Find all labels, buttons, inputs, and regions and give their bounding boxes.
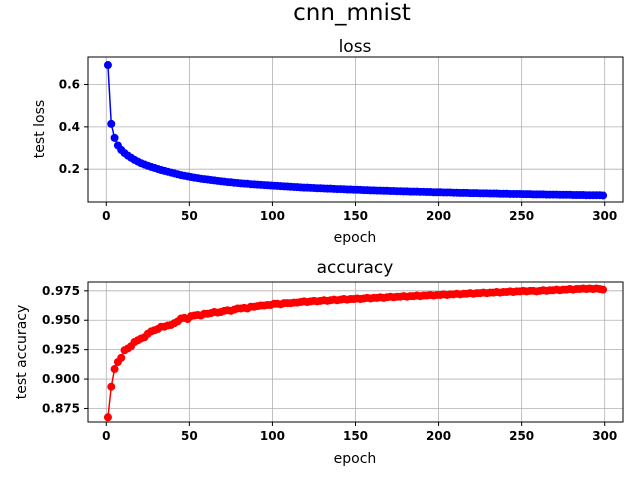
figure-title: cnn_mnist xyxy=(293,0,411,26)
accuracy-data-point xyxy=(103,413,112,422)
accuracy-y-tick-label: 0.900 xyxy=(42,372,80,386)
loss-x-tick-label: 300 xyxy=(592,209,617,223)
loss-data-point xyxy=(110,133,119,142)
accuracy-y-tick-label: 0.975 xyxy=(42,284,80,298)
loss-x-tick-label: 100 xyxy=(260,209,285,223)
accuracy-plot-title: accuracy xyxy=(317,258,394,278)
accuracy-y-tick-label: 0.925 xyxy=(42,343,80,357)
accuracy-data-point xyxy=(117,353,126,362)
accuracy-subplot: accuracy 0 50 100 150 200 250 300 0.875 0.900 0.9… xyxy=(14,258,624,467)
accuracy-x-tick-label: 200 xyxy=(426,429,451,443)
accuracy-y-tick-label: 0.875 xyxy=(42,401,80,415)
loss-subplot: loss 0 50 100 150 200 250 300 0.2 0.4 0.6 epoch t… xyxy=(32,37,624,246)
loss-x-tick-label: 250 xyxy=(509,209,534,223)
loss-y-tick-label: 0.2 xyxy=(59,162,80,176)
accuracy-series xyxy=(103,284,608,422)
accuracy-ticks: 0 50 100 150 200 250 300 0.875 0.900 0.925 0.950 0.… xyxy=(42,284,617,443)
loss-data-point xyxy=(103,61,112,70)
loss-data-point xyxy=(599,191,608,200)
accuracy-gridlines xyxy=(88,282,623,422)
loss-x-tick-label: 50 xyxy=(181,209,198,223)
accuracy-x-tick-label: 150 xyxy=(343,429,368,443)
accuracy-x-tick-label: 300 xyxy=(592,429,617,443)
accuracy-y-tick-label: 0.950 xyxy=(42,313,80,327)
loss-y-tick-label: 0.4 xyxy=(59,120,80,134)
loss-y-tick-label: 0.6 xyxy=(59,78,80,92)
loss-y-axis-label: test loss xyxy=(32,100,48,158)
accuracy-x-axis-label: epoch xyxy=(334,451,377,467)
loss-x-tick-label: 150 xyxy=(343,209,368,223)
accuracy-data-point xyxy=(110,365,119,374)
loss-ticks: 0 50 100 150 200 250 300 0.2 0.4 0.6 xyxy=(59,78,618,223)
accuracy-data-point xyxy=(599,285,608,294)
loss-data-point xyxy=(107,119,116,128)
loss-x-tick-label: 0 xyxy=(102,209,110,223)
accuracy-data-point xyxy=(107,382,116,391)
accuracy-x-tick-label: 250 xyxy=(509,429,534,443)
accuracy-y-axis-label: test accuracy xyxy=(14,305,30,400)
accuracy-x-tick-label: 50 xyxy=(181,429,198,443)
accuracy-x-tick-label: 100 xyxy=(260,429,285,443)
loss-plot-title: loss xyxy=(339,37,372,57)
loss-gridlines xyxy=(88,57,623,202)
loss-x-tick-label: 200 xyxy=(426,209,451,223)
loss-x-axis-label: epoch xyxy=(334,230,377,246)
accuracy-x-tick-label: 0 xyxy=(102,429,110,443)
loss-series xyxy=(103,61,608,200)
